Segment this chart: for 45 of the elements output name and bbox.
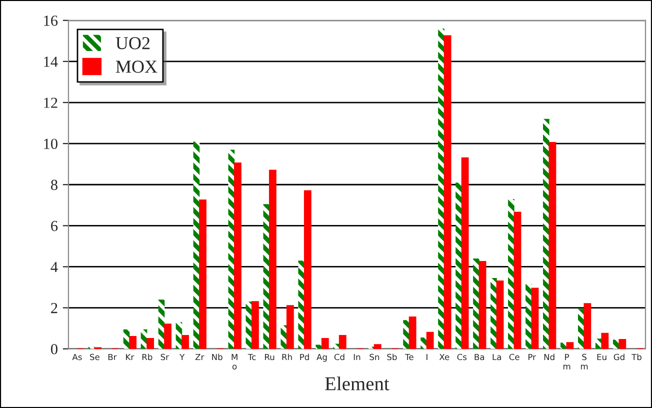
x-tick-label: Zr [195,354,204,360]
x-tick-label: As [72,354,82,360]
y-tick-label: 2 [51,302,58,314]
x-tick-label: Se [90,354,100,360]
x-tick-label: Gd [614,354,624,360]
y-tick-label: 12 [44,98,58,108]
x-tick-label: Ce [509,354,520,360]
x-tick-label: Pd [300,354,309,360]
legend-label: MOX [116,60,158,73]
x-tick-label: Ba [474,354,484,360]
x-tick-label: Nb [212,354,222,360]
x-tick-label: Cs [457,354,467,360]
x-tick-label: Sr [160,354,169,360]
x-tick-label: Rb [142,354,152,360]
x-tick-label: Xe [439,354,450,360]
x-tick-label: In [354,354,360,360]
x-tick-label: Sn [370,354,380,360]
x-tick-label: La [492,354,501,360]
x-tick-label: M o [232,354,238,370]
x-tick-label: Tb [632,354,642,360]
y-tick-label: 16 [44,16,58,26]
x-tick-label: Pr [528,354,536,360]
x-tick-label: Cd [334,354,344,360]
x-tick-label: Ag [316,354,327,362]
y-tick-label: 6 [51,220,58,232]
x-tick-label: P m [563,354,570,370]
y-tick-label: 10 [44,138,58,150]
x-tick-label: Nd [544,354,554,360]
x-tick-label: I [426,354,428,360]
y-tick-label: 8 [50,180,58,190]
x-tick-label: Eu [597,354,606,360]
y-tick-label: 14 [44,56,58,67]
x-tick-label: Sb [387,354,397,360]
y-tick-label: 4 [50,262,58,272]
legend-label: UO2 [116,37,150,50]
x-axis-title: Element [325,376,390,390]
x-tick-label: Kr [126,354,134,360]
x-tick-label: S m [580,354,588,370]
x-tick-label: Br [108,354,117,360]
y-tick-label: 0 [50,344,58,354]
x-tick-label: Ru [265,354,274,360]
x-tick-label: Te [405,354,414,360]
x-tick-label: Rh [282,354,292,360]
x-tick-label: Tc [248,354,256,360]
x-tick-label: Y [180,354,185,360]
